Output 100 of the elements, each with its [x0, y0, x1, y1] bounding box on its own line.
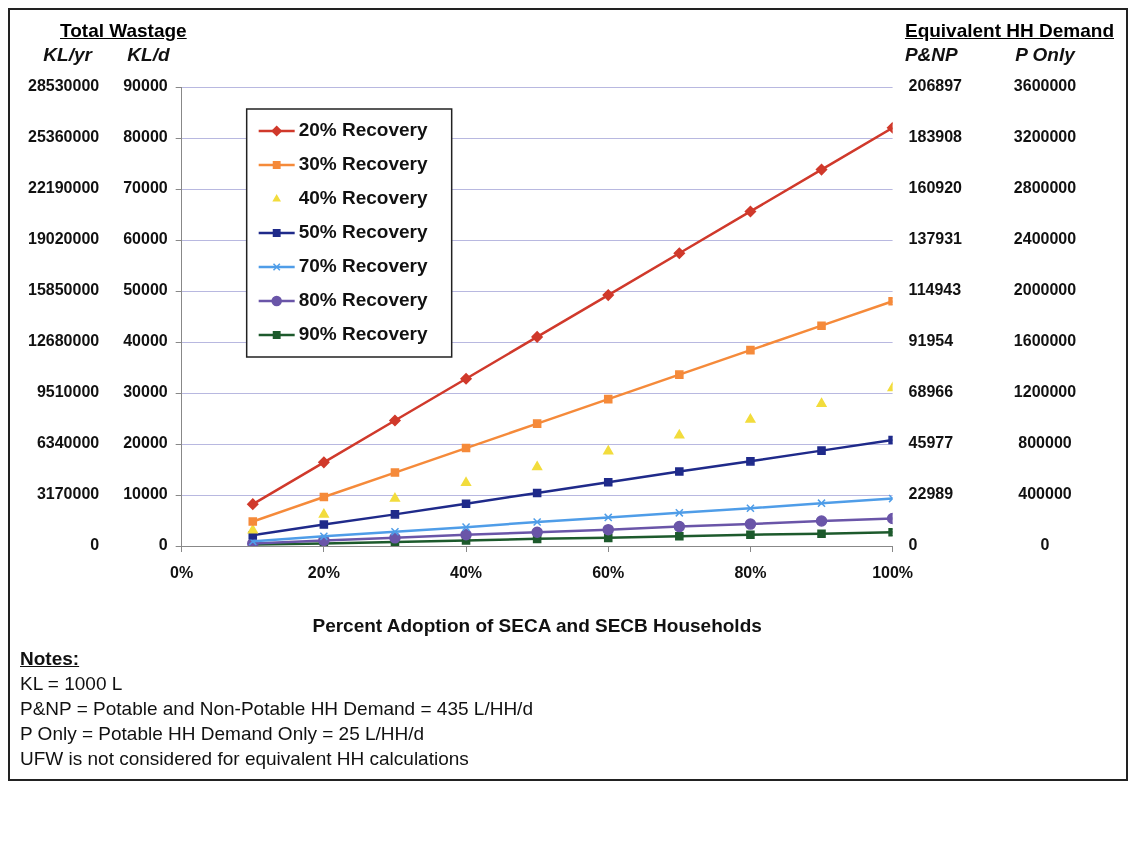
point [389, 414, 401, 427]
y-tick-label: 50000 [123, 281, 168, 299]
text: Equivalent HH Demand [904, 20, 1114, 42]
text: P Only = Potable HH Demand Only = 25 L/HH/d [20, 722, 426, 746]
point [390, 468, 400, 477]
point [744, 205, 757, 218]
point [318, 508, 329, 518]
y2-tick-label: 15850000 [28, 281, 100, 299]
text: P&NP = Potable and Non-Potable HH Demand = 435 L/HH/d [20, 697, 534, 721]
point [746, 345, 755, 355]
point [532, 488, 542, 498]
text: UFW is not considered for equivalent HH calculations [20, 747, 470, 771]
point [460, 372, 472, 385]
x-tick-label: 20% [307, 564, 340, 582]
point [746, 503, 755, 513]
point [815, 163, 828, 176]
y3-tick-label: 183908 [908, 128, 963, 146]
y3-tick-label: 137931 [908, 230, 963, 248]
text: 800000 [1018, 434, 1072, 452]
point [319, 520, 329, 529]
legend-label: 40% Recovery [298, 187, 428, 209]
text: 0 [1040, 536, 1050, 554]
text: 2000000 [1013, 281, 1077, 299]
point [461, 499, 471, 508]
y2-tick-label: 9510000 [36, 383, 100, 401]
point [247, 498, 259, 510]
y-tick-label: 30000 [123, 383, 168, 401]
y2-tick-label: 12680000 [28, 332, 100, 350]
point [532, 461, 543, 471]
y3-tick-label: 160920 [908, 179, 963, 197]
text: Total Wastage [60, 20, 187, 42]
point [675, 508, 684, 518]
point [389, 492, 401, 502]
x-tick-label: 0% [170, 564, 194, 582]
y-tick-label: 80000 [123, 128, 168, 146]
x-tick-label: 100% [872, 564, 914, 582]
point [461, 443, 471, 453]
legend-label: 50% Recovery [298, 221, 428, 243]
point [602, 523, 614, 536]
point [746, 457, 755, 466]
point [602, 289, 614, 301]
point [816, 397, 827, 407]
x-tick-label: 40% [450, 564, 483, 582]
y-tick-label: 0 [158, 536, 168, 554]
point [675, 532, 684, 541]
point [319, 532, 329, 541]
point [674, 429, 685, 439]
y-tick-label: 60000 [123, 230, 168, 248]
y2-tick-label: 0 [90, 536, 100, 554]
legend-label: 70% Recovery [298, 255, 428, 277]
point [744, 518, 757, 530]
text: 2800000 [1013, 179, 1077, 197]
y3-tick-label: 0 [908, 536, 918, 554]
point [460, 477, 472, 487]
text: 400000 [1018, 485, 1072, 503]
y3-tick-label: 22989 [908, 485, 954, 503]
point [460, 529, 472, 541]
point [603, 445, 614, 455]
y3-tick-label: 114943 [908, 281, 962, 299]
point [603, 477, 613, 487]
point [675, 370, 684, 379]
text: 1600000 [1013, 332, 1077, 350]
text: 1200000 [1013, 383, 1077, 401]
point [531, 526, 543, 538]
point [673, 247, 686, 260]
point [745, 413, 756, 423]
point [817, 529, 826, 539]
point [673, 520, 686, 533]
point [390, 510, 400, 519]
point [461, 522, 471, 532]
point [817, 446, 826, 455]
point [815, 515, 828, 527]
point [532, 517, 542, 527]
y3-tick-label: 68966 [908, 383, 954, 401]
text: 3600000 [1013, 77, 1077, 95]
y2-tick-label: 19020000 [28, 230, 100, 248]
y3-tick-label: 45977 [908, 434, 954, 452]
y-tick-label: 10000 [123, 485, 168, 503]
point [817, 321, 826, 330]
y-tick-label: 90000 [123, 77, 168, 95]
y-tick-label: 70000 [123, 179, 168, 197]
x-tick-label: 80% [734, 564, 767, 582]
point [248, 517, 258, 526]
point [746, 530, 755, 540]
point [603, 513, 613, 522]
text: 2400000 [1013, 230, 1077, 248]
legend-label: 30% Recovery [298, 153, 428, 175]
point [675, 467, 684, 476]
legend-label: 20% Recovery [298, 119, 428, 141]
legend-label: 80% Recovery [298, 289, 428, 311]
point [603, 533, 613, 543]
point [531, 331, 543, 343]
x-tick-label: 60% [592, 564, 625, 582]
point [817, 498, 826, 508]
point [603, 394, 613, 404]
x-axis-title: Percent Adoption of SECA and SECB Households [312, 614, 762, 636]
point [319, 492, 329, 502]
y-axis-title: KL/d [127, 43, 170, 65]
point [390, 527, 400, 537]
y-tick-label: 20000 [123, 434, 168, 452]
